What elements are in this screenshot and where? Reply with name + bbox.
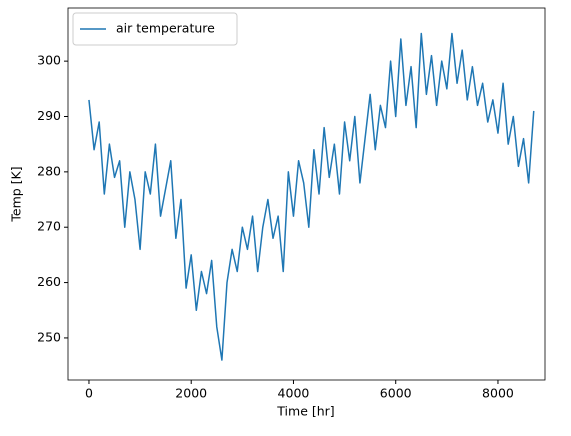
x-axis-label: Time [hr] [276, 404, 334, 419]
y-tick-label: 300 [37, 53, 61, 68]
legend-label: air temperature [116, 21, 215, 36]
y-tick-label: 280 [37, 163, 61, 178]
plot-frame [67, 7, 546, 381]
legend-box [72, 12, 238, 46]
x-tick-label: 6000 [380, 386, 412, 401]
x-tick-label: 8000 [482, 386, 514, 401]
x-tick-label: 4000 [278, 386, 310, 401]
y-tick-label: 250 [37, 329, 61, 344]
y-axis-label: Temp [K] [9, 166, 24, 222]
y-tick-label: 270 [37, 219, 61, 234]
y-tick-label: 290 [37, 108, 61, 123]
x-tick-label: 0 [85, 386, 93, 401]
y-tick-label: 260 [37, 274, 61, 289]
x-tick-label: 2000 [175, 386, 207, 401]
legend: air temperature [72, 12, 238, 46]
data-line [88, 32, 535, 361]
